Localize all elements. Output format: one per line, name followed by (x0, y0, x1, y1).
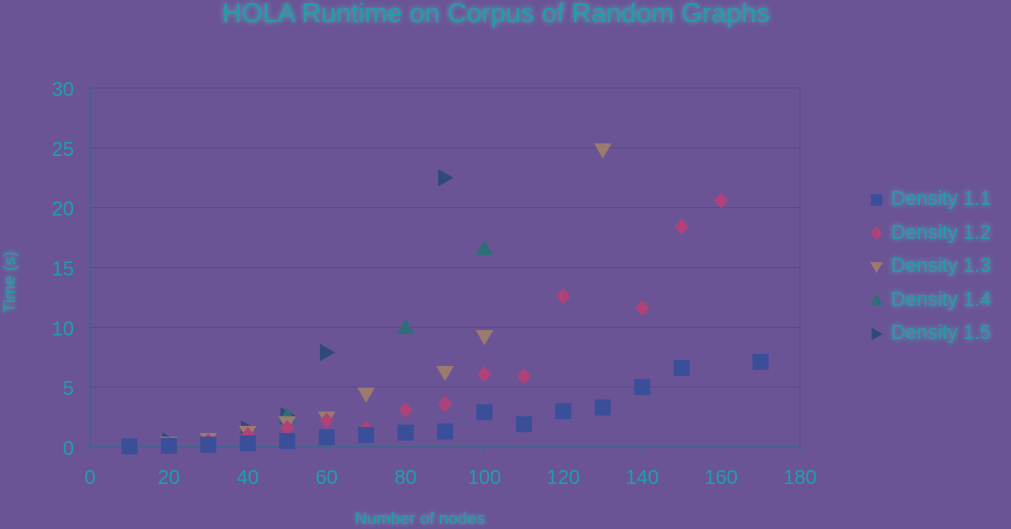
series-density-1-1 (121, 354, 769, 455)
legend-marker-icon (870, 226, 883, 240)
x-tick-label: 0 (84, 467, 95, 489)
legend-item: Density 1.1 (868, 183, 1011, 217)
data-point (398, 401, 413, 418)
legend-label: Density 1.3 (891, 255, 992, 278)
data-point (318, 429, 335, 446)
y-tick-label: 30 (52, 79, 74, 101)
legend: Density 1.1 Density 1.2 Density 1.3 Density… (868, 183, 1011, 351)
legend-item: Density 1.5 (868, 317, 1011, 351)
data-point (475, 330, 494, 346)
legend-label: Density 1.4 (891, 288, 992, 311)
data-point (477, 365, 492, 383)
legend-label: Density 1.1 (891, 188, 992, 211)
data-point (160, 437, 177, 454)
data-point (396, 318, 415, 335)
data-point (515, 416, 532, 433)
legend-item: Density 1.4 (868, 284, 1011, 318)
series-density-1-2 (161, 192, 729, 453)
data-point (358, 427, 375, 444)
data-point (475, 239, 494, 256)
data-point (555, 403, 572, 420)
legend-item: Density 1.3 (868, 250, 1011, 284)
series-density-1-4 (199, 239, 494, 448)
data-point (635, 300, 650, 317)
data-point (437, 423, 453, 440)
data-point (714, 192, 729, 209)
y-tick-label: 0 (63, 438, 74, 460)
x-tick-label: 120 (547, 467, 580, 489)
x-tick-label: 160 (704, 467, 737, 489)
data-point (319, 343, 336, 362)
legend-marker-icon (870, 261, 883, 273)
chart-title: HOLA Runtime on Corpus of Random Graphs (222, 0, 770, 28)
legend-marker-icon (870, 193, 883, 206)
data-point (436, 366, 454, 382)
x-tick-label: 20 (158, 467, 180, 489)
x-tick-label: 100 (468, 467, 501, 489)
data-point (279, 433, 296, 450)
data-point (357, 387, 375, 403)
legend-marker-icon (871, 327, 883, 341)
data-point (674, 218, 689, 235)
data-point (476, 404, 493, 421)
data-point (240, 426, 255, 444)
x-tick-label: 180 (783, 467, 816, 489)
legend-label: Density 1.2 (891, 221, 992, 244)
data-points (121, 143, 769, 455)
y-tick-label: 10 (52, 318, 74, 340)
data-point (239, 435, 256, 452)
data-point (397, 424, 414, 441)
data-point (516, 368, 531, 385)
series-density-1-3 (160, 143, 612, 452)
data-point (594, 399, 611, 416)
data-point (438, 168, 454, 187)
y-tick-label: 5 (63, 378, 74, 400)
data-point (438, 395, 452, 412)
data-point (280, 419, 295, 436)
x-tick-label: 40 (237, 467, 259, 489)
data-point (556, 288, 571, 305)
x-tick-label: 80 (394, 467, 416, 489)
gridlines (90, 87, 800, 388)
data-point (319, 412, 334, 429)
data-point (634, 379, 651, 396)
y-axis-label: Time (s) (0, 251, 19, 313)
legend-label: Density 1.5 (891, 322, 992, 345)
tick-labels: 0 5 10 15 20 25 30 0 20 40 60 80 100 120 140 160 180 (52, 79, 817, 489)
x-axis-label: Number of nodes (354, 509, 486, 528)
y-tick-label: 15 (52, 259, 74, 281)
x-tick-label: 140 (626, 467, 659, 489)
legend-marker-icon (870, 294, 883, 306)
y-tick-label: 20 (52, 199, 74, 221)
y-tick-label: 25 (52, 139, 74, 161)
data-point (121, 438, 138, 455)
data-point (593, 143, 612, 159)
legend-item: Density 1.2 (868, 217, 1011, 251)
data-point (752, 354, 769, 371)
data-point (673, 360, 690, 377)
data-point (200, 436, 217, 453)
x-tick-label: 60 (316, 467, 338, 489)
